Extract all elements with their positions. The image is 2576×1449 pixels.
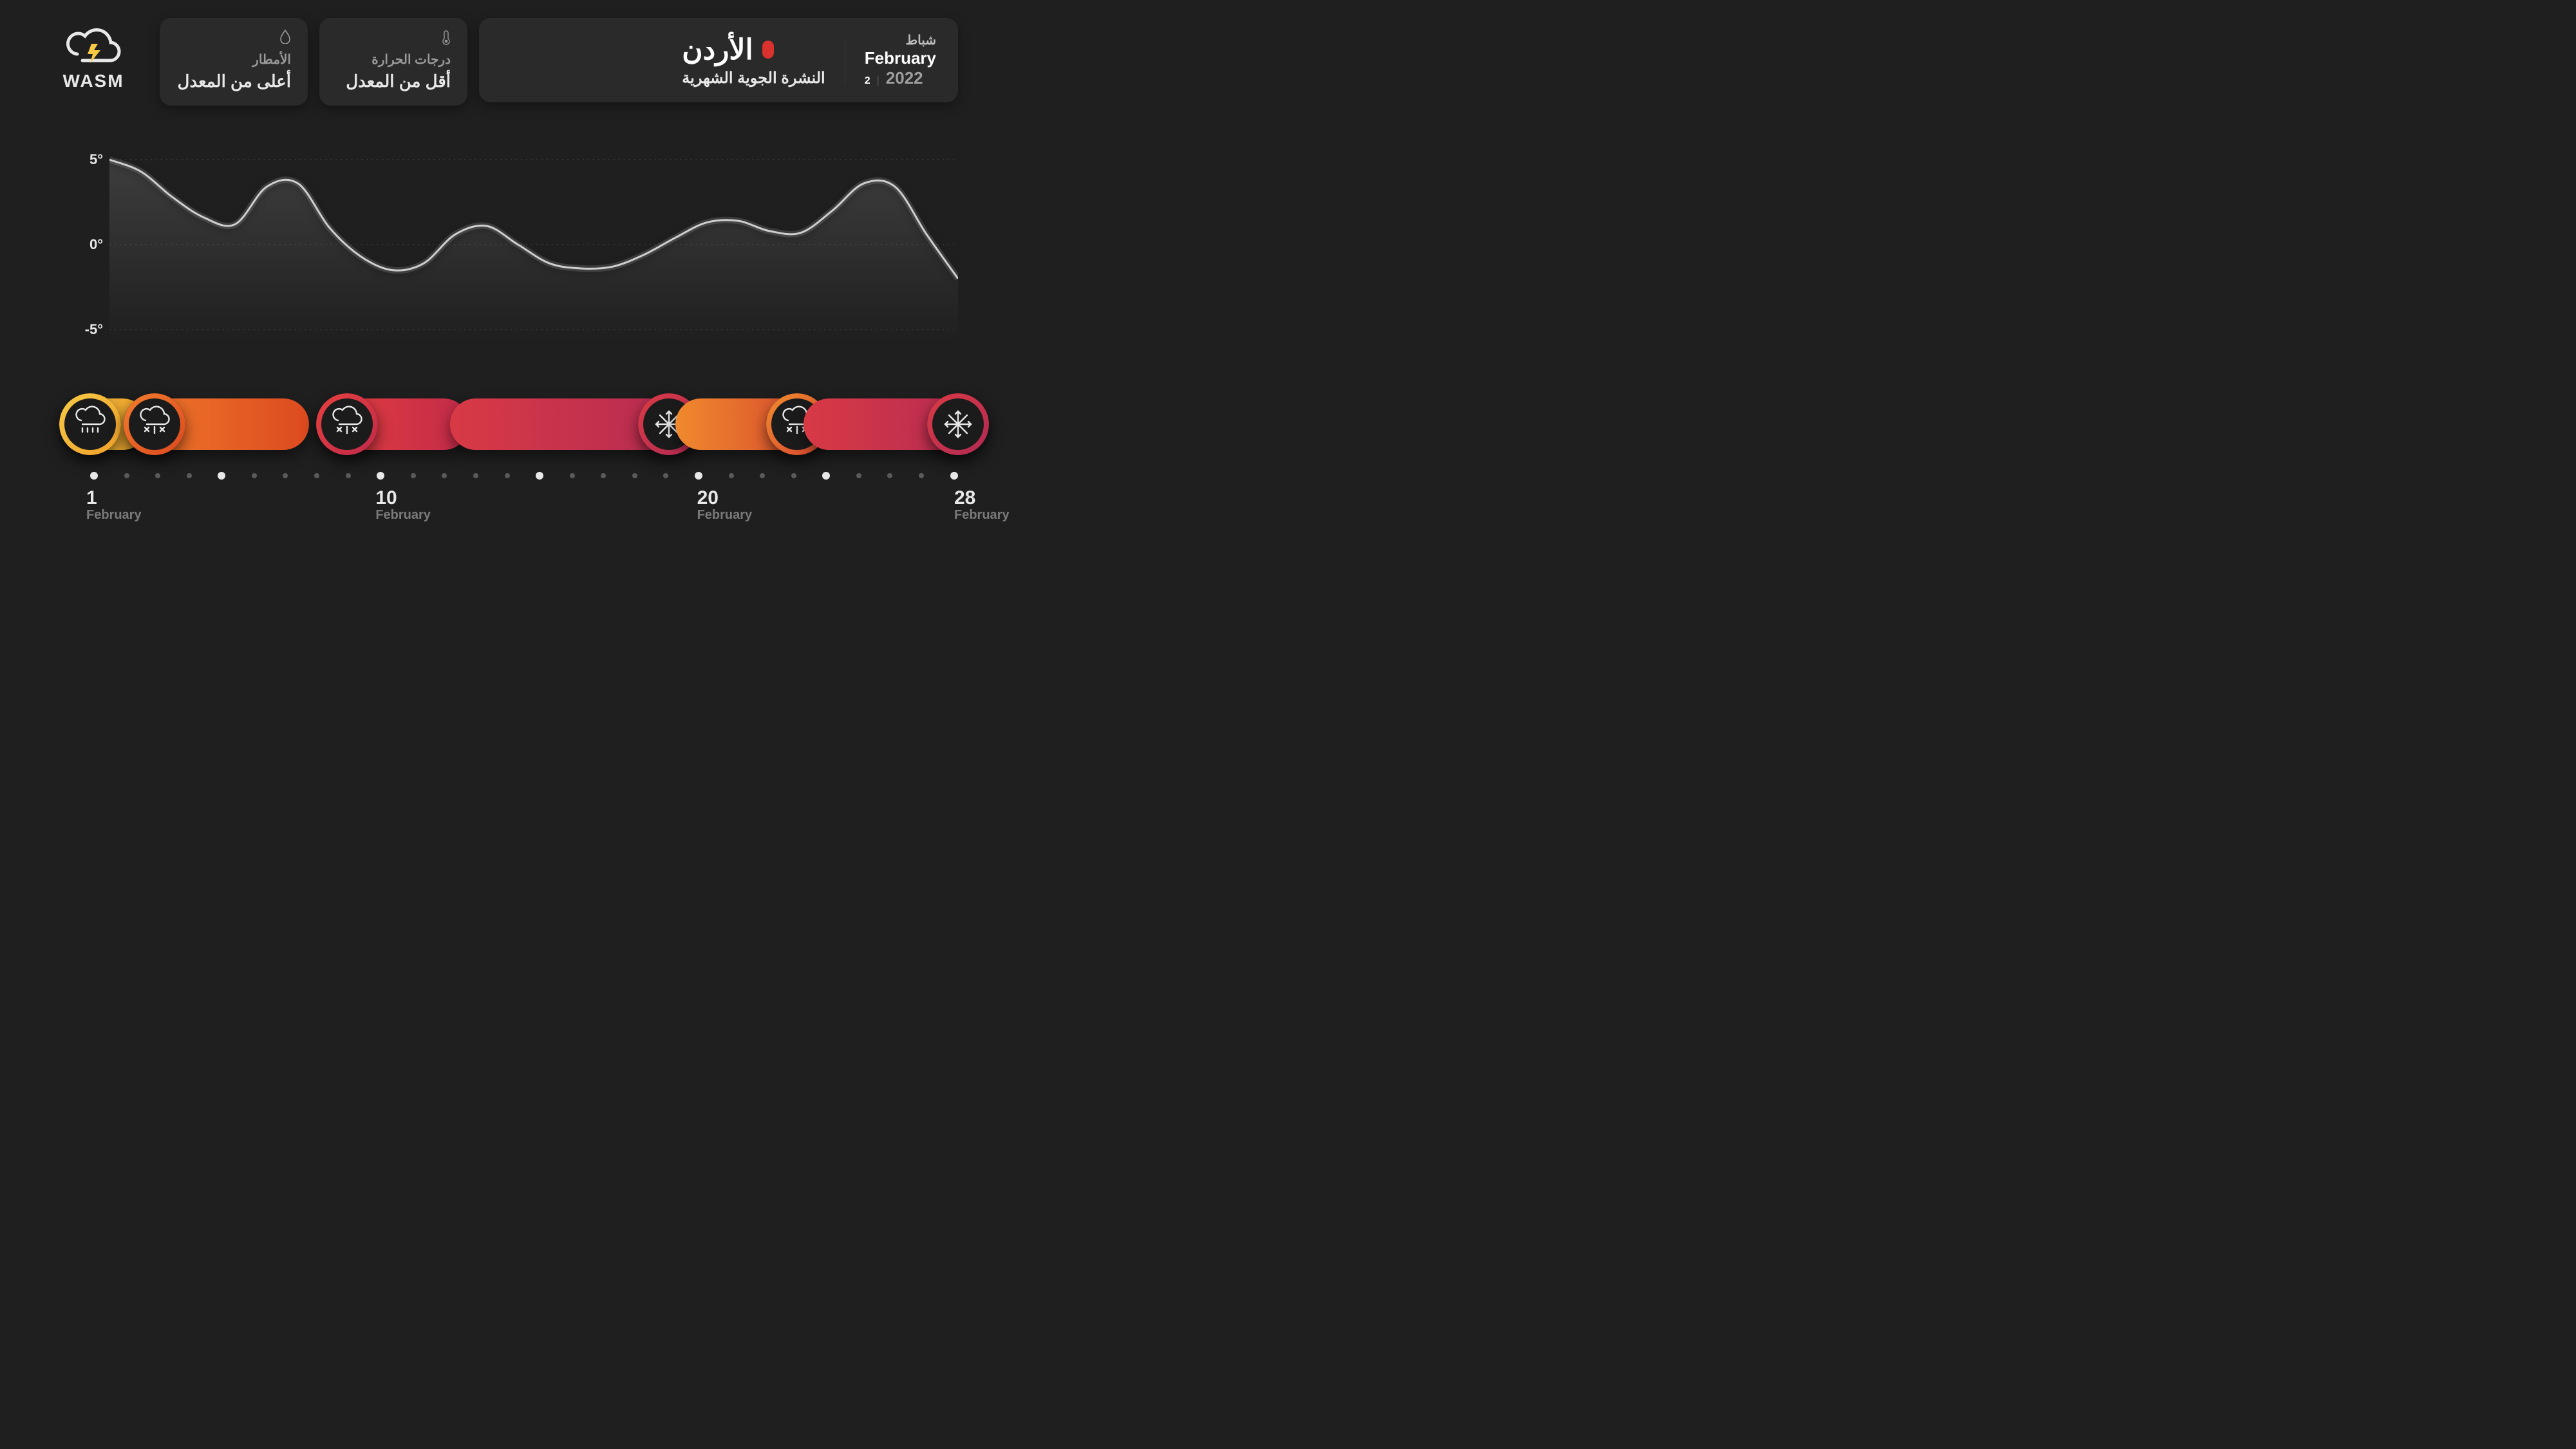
day-dot <box>536 472 543 480</box>
month-num: 2 <box>865 75 870 87</box>
day-dot <box>442 473 447 478</box>
x-tick-label: 1February <box>86 487 142 523</box>
header-row: WASM الأمطار أعلى من المعدل درجات الحرار… <box>0 0 997 106</box>
x-tick-label: 10February <box>375 487 431 523</box>
day-dot <box>601 473 606 478</box>
x-tick-label: 28February <box>954 487 1010 523</box>
bulletin-subtitle: النشرة الجوية الشهرية <box>682 69 825 88</box>
day-dot <box>760 473 765 478</box>
event-track <box>90 393 958 455</box>
timeline: 1February10February20February28February <box>90 393 958 522</box>
day-dot <box>187 473 192 478</box>
x-month: February <box>954 508 1010 523</box>
temp-title: درجات الحرارة <box>371 51 451 68</box>
month-ar: شباط <box>865 32 936 48</box>
rain-snow-icon <box>124 393 185 455</box>
country-block: الأردن النشرة الجوية الشهرية <box>682 33 825 88</box>
temp-value: أقل من المعدل <box>346 71 451 91</box>
day-dot <box>695 472 702 480</box>
day-dot <box>729 473 734 478</box>
day-dot <box>856 473 861 478</box>
x-day: 20 <box>697 487 753 509</box>
rain-snow-icon <box>316 393 378 455</box>
droplet-icon <box>279 30 291 46</box>
rain-value: أعلى من المعدل <box>178 71 291 91</box>
month-en: February <box>865 48 936 68</box>
y-axis-labels: 5° 0° -5° <box>64 148 103 341</box>
day-dot <box>663 473 668 478</box>
day-dot <box>252 473 257 478</box>
day-dot <box>632 473 637 478</box>
day-dot <box>919 473 924 478</box>
rain-icon <box>59 393 121 455</box>
country-dot-icon <box>762 41 774 59</box>
x-day: 1 <box>86 487 142 509</box>
day-dot <box>887 473 892 478</box>
brand-logo: WASM <box>39 18 148 91</box>
day-dot <box>314 473 319 478</box>
day-dot <box>124 473 129 478</box>
y-tick-label: 5° <box>89 151 103 168</box>
x-month: February <box>697 508 753 523</box>
day-dot <box>283 473 288 478</box>
rain-card: الأمطار أعلى من المعدل <box>160 18 308 106</box>
year: 2022 <box>886 68 923 88</box>
day-dot <box>791 473 796 478</box>
day-dot <box>411 473 416 478</box>
day-dot <box>950 472 958 480</box>
brand-name: WASM <box>62 71 124 91</box>
x-month: February <box>86 508 142 523</box>
day-dot <box>822 472 830 480</box>
date-block: شباط February 2022 | 2 <box>865 32 936 88</box>
temperature-chart: 5° 0° -5° <box>64 148 958 341</box>
temp-card: درجات الحرارة أقل من المعدل <box>319 18 467 106</box>
title-card: الأردن النشرة الجوية الشهرية شباط Februa… <box>479 18 958 102</box>
day-dot <box>90 472 98 480</box>
y-tick-label: -5° <box>85 321 103 338</box>
x-day: 10 <box>375 487 431 509</box>
country-name: الأردن <box>682 33 753 66</box>
day-dot <box>346 473 351 478</box>
snow-icon <box>927 393 989 455</box>
day-dot <box>377 472 384 480</box>
x-tick-label: 20February <box>697 487 753 523</box>
day-dot <box>473 473 478 478</box>
day-dot <box>155 473 160 478</box>
rain-title: الأمطار <box>252 51 291 68</box>
day-dots <box>90 469 958 482</box>
thermometer-icon <box>442 30 451 46</box>
day-dot <box>570 473 575 478</box>
day-dot <box>505 473 510 478</box>
wasm-cloud-icon <box>64 22 122 67</box>
y-tick-label: 0° <box>89 236 103 253</box>
x-day: 28 <box>954 487 1010 509</box>
chart-svg <box>109 148 958 341</box>
day-dot <box>218 472 225 480</box>
x-month: February <box>375 508 431 523</box>
